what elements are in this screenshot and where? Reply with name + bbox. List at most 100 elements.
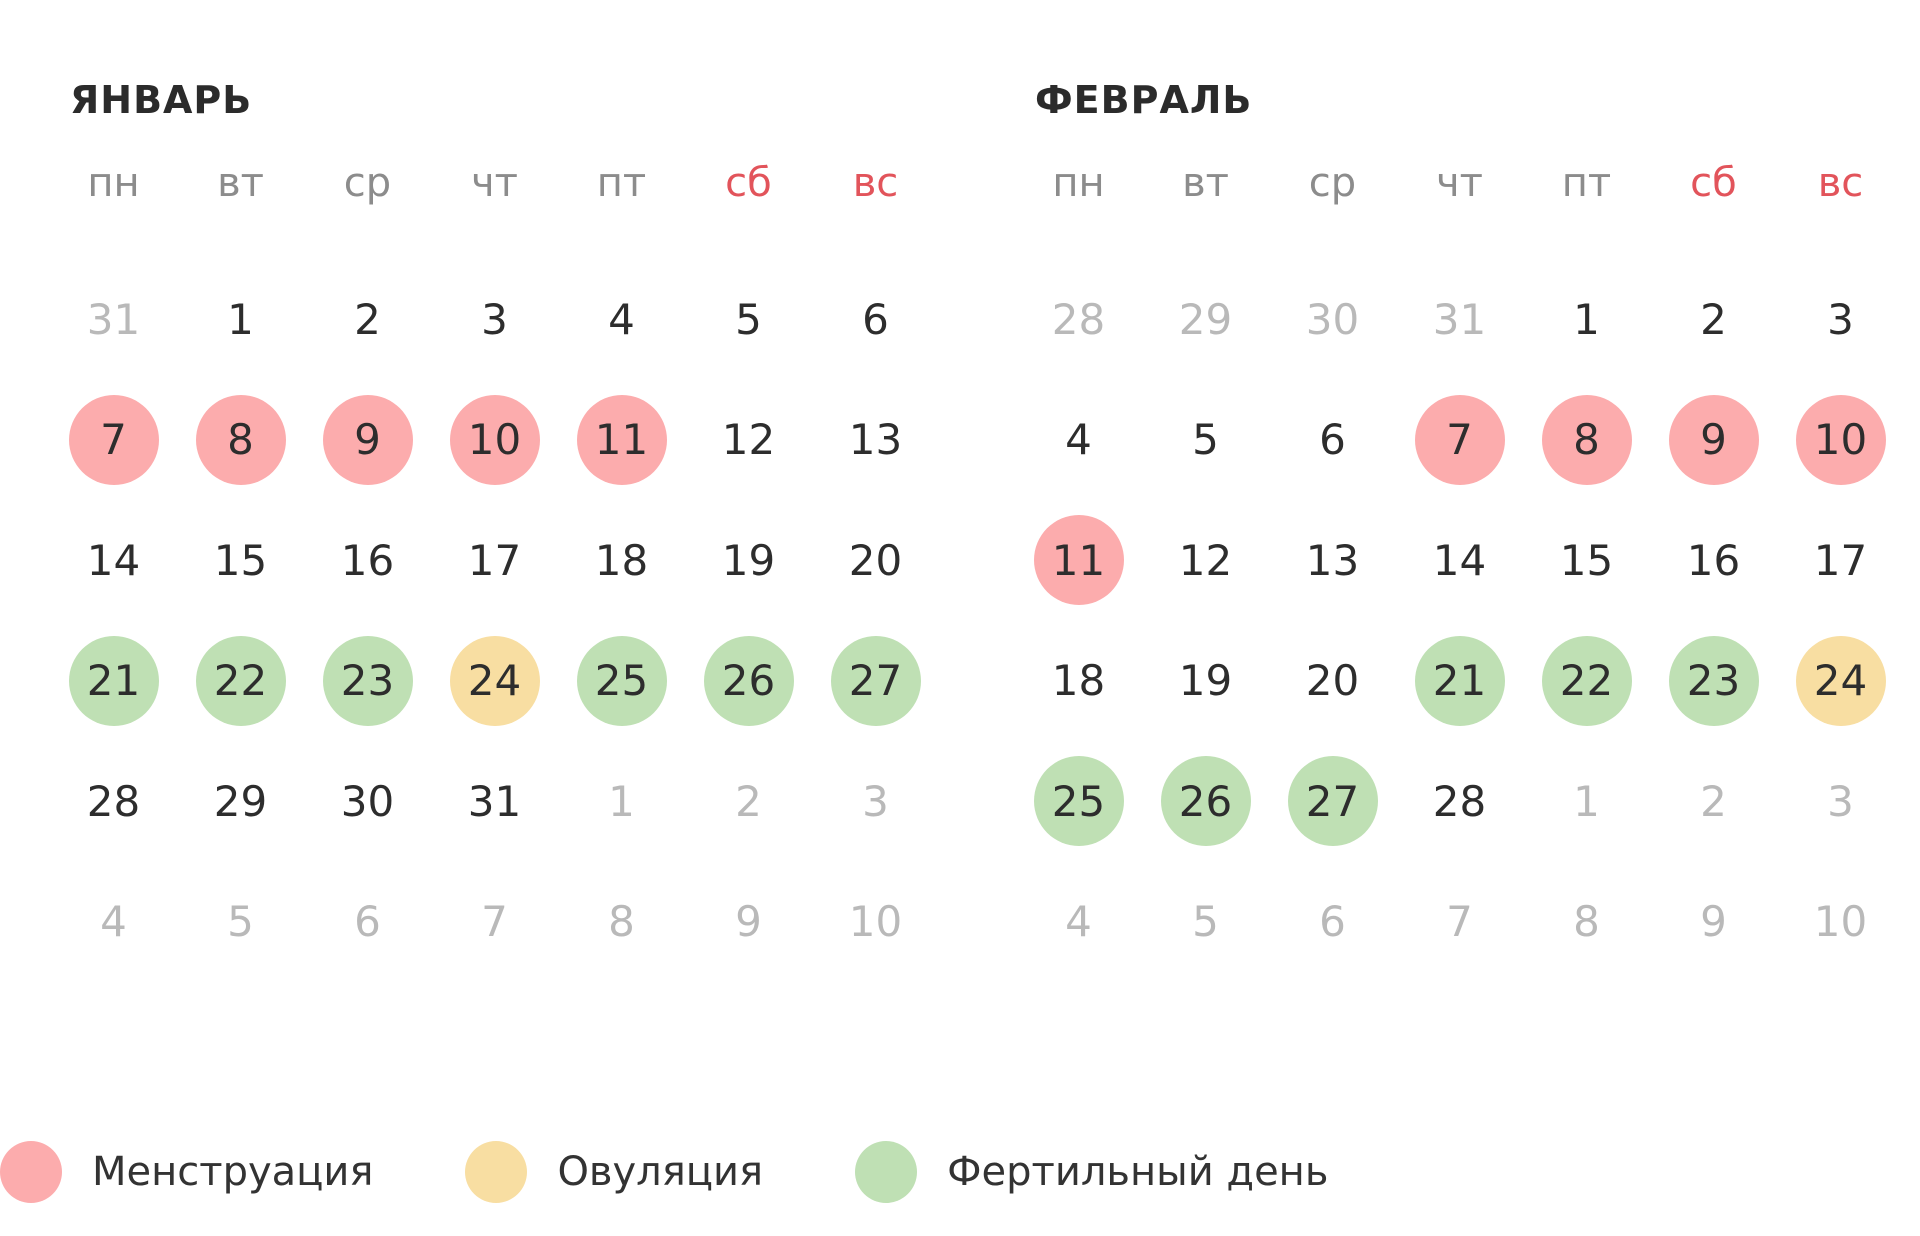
weekday-header: пн вт ср чт пт сб вс xyxy=(50,158,940,208)
day-cell: 22 xyxy=(177,621,304,742)
day-cell: 28 xyxy=(50,741,177,862)
day: 5 xyxy=(1192,415,1219,465)
day-other-month: 10 xyxy=(848,897,903,947)
day-other-month: 7 xyxy=(481,897,508,947)
day-other-month: 6 xyxy=(354,897,381,947)
day: 19 xyxy=(721,535,776,585)
day-cell: 6 xyxy=(812,259,939,380)
day-cell: 4 xyxy=(1015,862,1142,983)
day-cell: 18 xyxy=(558,500,685,621)
day-cell: 26 xyxy=(685,621,812,742)
day-fertile: 27 xyxy=(830,635,921,726)
day-cell: 24 xyxy=(431,621,558,742)
day-cell: 16 xyxy=(1650,500,1777,621)
day-cell: 9 xyxy=(1650,862,1777,983)
day-cell: 2 xyxy=(304,259,431,380)
day-cell: 5 xyxy=(1142,380,1269,501)
day-cell: 10 xyxy=(1777,862,1904,983)
days-grid: 31 1 2 3 4 5 6 7 8 9 10 11 12 13 14 15 16 17 18 19 20 21 22 23 2… xyxy=(50,259,940,982)
day-cell: 5 xyxy=(177,862,304,983)
weekday-label: вт xyxy=(217,160,264,206)
days-grid: 28 29 30 31 1 2 3 4 5 6 7 8 9 10 11 12 13 14 15 16 17 18 19 20 2… xyxy=(1015,259,1905,982)
day-menstruation: 11 xyxy=(576,394,667,485)
day-cell: 8 xyxy=(1523,862,1650,983)
day-cell: 1 xyxy=(558,741,685,862)
day: 16 xyxy=(1686,535,1741,585)
day-cell: 15 xyxy=(177,500,304,621)
day-cell: 20 xyxy=(1269,621,1396,742)
day-other-month: 4 xyxy=(1065,897,1092,947)
day: 3 xyxy=(1827,294,1854,344)
weekday-label: вт xyxy=(1182,160,1229,206)
day: 2 xyxy=(354,294,381,344)
day-cell: 6 xyxy=(1269,862,1396,983)
day: 6 xyxy=(862,294,889,344)
day: 31 xyxy=(467,776,522,826)
day: 1 xyxy=(1573,294,1600,344)
day-fertile: 22 xyxy=(195,635,286,726)
day-fertile: 23 xyxy=(322,635,413,726)
day-menstruation: 10 xyxy=(1795,394,1886,485)
legend-item-menstruation: Менструация xyxy=(0,1141,373,1203)
weekday-label: ср xyxy=(1308,160,1357,206)
day: 6 xyxy=(1319,415,1346,465)
day-cell: 15 xyxy=(1523,500,1650,621)
day-cell: 4 xyxy=(50,862,177,983)
legend-label: Менструация xyxy=(92,1149,374,1195)
day-fertile: 23 xyxy=(1668,635,1759,726)
day-other-month: 9 xyxy=(735,897,762,947)
day: 13 xyxy=(1305,535,1360,585)
day: 28 xyxy=(86,776,141,826)
day-cell: 16 xyxy=(304,500,431,621)
day-cell: 30 xyxy=(304,741,431,862)
day-other-month: 29 xyxy=(1178,294,1233,344)
day-cell: 12 xyxy=(1142,500,1269,621)
day-fertile: 25 xyxy=(1033,756,1124,847)
day-cell: 4 xyxy=(1015,380,1142,501)
day-cell: 20 xyxy=(812,500,939,621)
day-cell: 25 xyxy=(558,621,685,742)
day: 14 xyxy=(86,535,141,585)
day-other-month: 1 xyxy=(608,776,635,826)
day-cell: 27 xyxy=(1269,741,1396,862)
day-cell: 5 xyxy=(685,259,812,380)
day-other-month: 30 xyxy=(1305,294,1360,344)
day-cell: 12 xyxy=(685,380,812,501)
day-cell: 7 xyxy=(1396,380,1523,501)
day-menstruation: 7 xyxy=(1414,394,1505,485)
day-other-month: 1 xyxy=(1573,776,1600,826)
day-cell: 28 xyxy=(1396,741,1523,862)
day-other-month: 5 xyxy=(227,897,254,947)
day-fertile: 21 xyxy=(68,635,159,726)
day-cell: 10 xyxy=(812,862,939,983)
day-cell: 25 xyxy=(1015,741,1142,862)
day-cell: 2 xyxy=(1650,259,1777,380)
day-cell: 1 xyxy=(1523,259,1650,380)
day: 20 xyxy=(848,535,903,585)
day-cell: 7 xyxy=(431,862,558,983)
day: 29 xyxy=(213,776,268,826)
day: 15 xyxy=(1559,535,1614,585)
weekday-label: ср xyxy=(343,160,392,206)
day-cell: 29 xyxy=(1142,259,1269,380)
weekday-label: чт xyxy=(1436,160,1483,206)
day-fertile: 25 xyxy=(576,635,667,726)
day-cell: 28 xyxy=(1015,259,1142,380)
day-cell: 5 xyxy=(1142,862,1269,983)
day: 16 xyxy=(340,535,395,585)
day: 3 xyxy=(481,294,508,344)
day-other-month: 7 xyxy=(1446,897,1473,947)
day-cell: 10 xyxy=(431,380,558,501)
day: 28 xyxy=(1432,776,1487,826)
day: 12 xyxy=(1178,535,1233,585)
weekday-header: пн вт ср чт пт сб вс xyxy=(1015,158,1905,208)
day-other-month: 3 xyxy=(1827,776,1854,826)
day-cell: 21 xyxy=(50,621,177,742)
day-cell: 3 xyxy=(1777,259,1904,380)
day-cell: 27 xyxy=(812,621,939,742)
weekday-label: пт xyxy=(1561,160,1612,206)
day-cell: 7 xyxy=(50,380,177,501)
day: 1 xyxy=(227,294,254,344)
day-cell: 14 xyxy=(50,500,177,621)
day-cell: 14 xyxy=(1396,500,1523,621)
